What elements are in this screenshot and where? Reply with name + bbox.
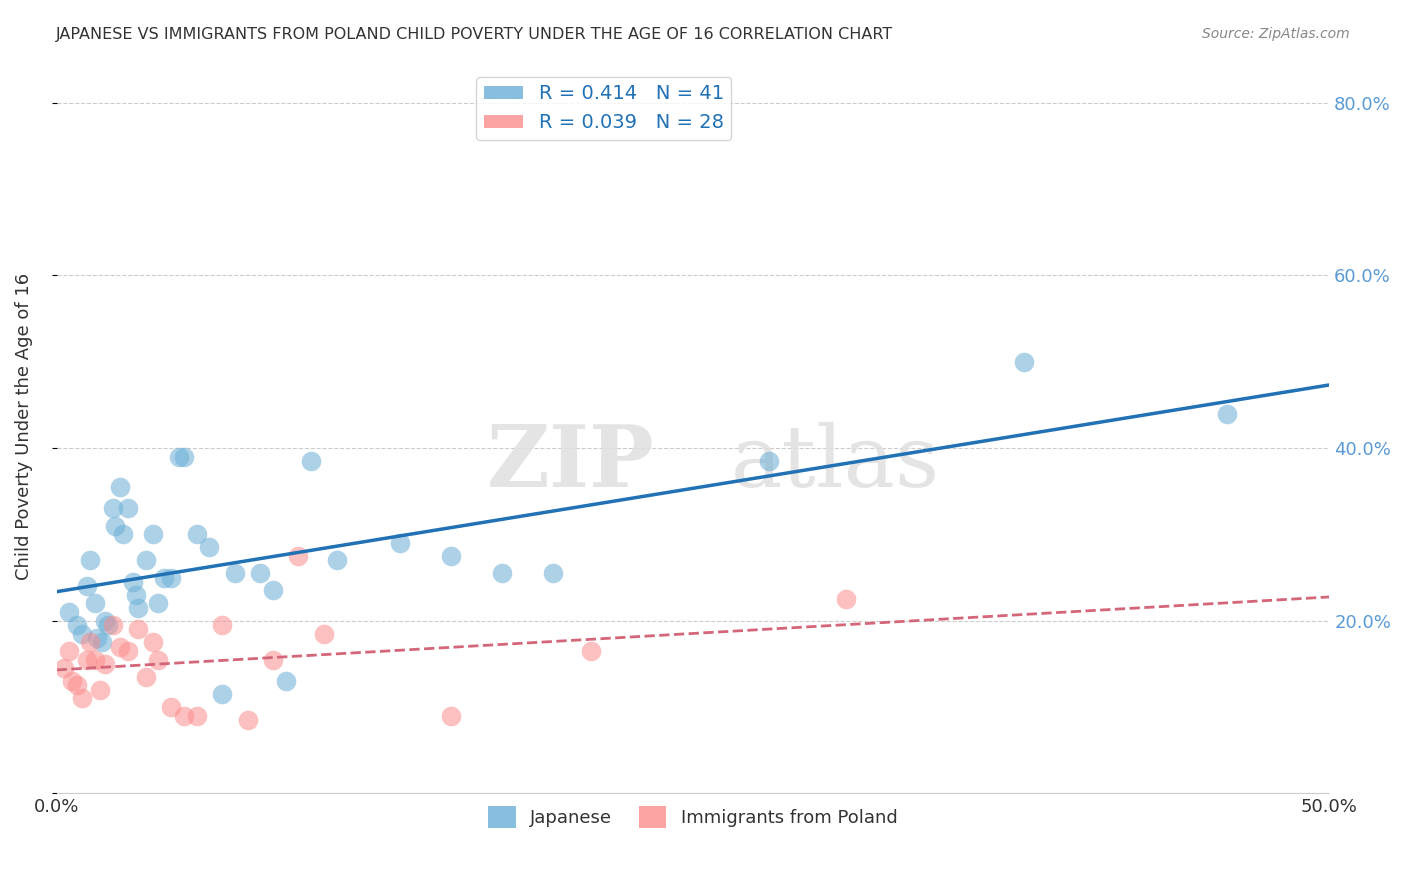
Point [91,635,114,649]
Point [389,536,412,550]
Point [53,661,76,675]
Point [122,574,145,589]
Point [86,631,108,645]
Point [110,480,132,494]
Point [135,553,157,567]
Point [101,618,124,632]
Point [94,657,117,671]
Text: ZIP: ZIP [486,421,655,505]
Text: JAPANESE VS IMMIGRANTS FROM POLAND CHILD POVERTY UNDER THE AGE OF 16 CORRELATION: JAPANESE VS IMMIGRANTS FROM POLAND CHILD… [56,27,893,42]
Point [152,570,174,584]
Point [148,596,170,610]
Point [236,713,259,727]
Point [66,618,89,632]
Point [834,592,856,607]
Point [173,450,195,464]
Point [262,652,284,666]
Point [173,708,195,723]
Point [274,674,297,689]
Point [224,566,246,581]
Point [76,652,98,666]
Point [127,600,149,615]
Point [101,501,124,516]
Point [83,652,105,666]
Y-axis label: Child Poverty Under the Age of 16: Child Poverty Under the Age of 16 [15,273,32,580]
Text: Source: ZipAtlas.com: Source: ZipAtlas.com [1202,27,1350,41]
Point [186,527,208,541]
Point [96,618,118,632]
Point [58,644,80,658]
Point [312,626,335,640]
Point [76,579,98,593]
Point [440,708,463,723]
Point [94,614,117,628]
Point [58,605,80,619]
Point [148,652,170,666]
Point [127,623,149,637]
Point [124,588,146,602]
Point [198,541,221,555]
Legend: Japanese, Immigrants from Poland: Japanese, Immigrants from Poland [481,799,904,836]
Point [117,501,139,516]
Point [66,678,89,692]
Point [186,708,208,723]
Point [758,454,780,468]
Point [299,454,322,468]
Point [117,644,139,658]
Point [1216,407,1239,421]
Point [541,566,564,581]
Point [89,682,111,697]
Point [491,566,513,581]
Point [160,570,183,584]
Point [440,549,463,563]
Point [83,596,105,610]
Point [60,674,83,689]
Point [325,553,347,567]
Point [249,566,271,581]
Point [79,635,101,649]
Point [579,644,602,658]
Point [142,635,165,649]
Point [111,527,134,541]
Point [70,626,93,640]
Point [135,670,157,684]
Point [287,549,309,563]
Point [104,518,127,533]
Point [142,527,165,541]
Point [1012,355,1035,369]
Point [70,691,93,706]
Point [110,640,132,654]
Point [211,687,233,701]
Point [167,450,190,464]
Point [79,553,101,567]
Point [160,700,183,714]
Text: atlas: atlas [731,422,941,505]
Point [262,583,284,598]
Point [211,618,233,632]
